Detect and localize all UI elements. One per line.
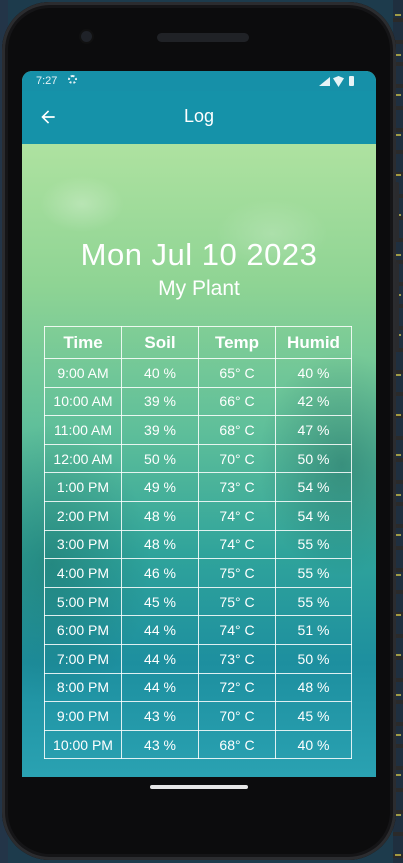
table-header-row: Time Soil Temp Humid <box>44 326 352 359</box>
table-cell: 70° C <box>198 701 276 731</box>
table-cell: 50 % <box>121 443 199 474</box>
table-cell: 54 % <box>275 500 352 531</box>
power-button <box>395 262 399 352</box>
table-cell: 66° C <box>198 386 276 417</box>
background-edge-right <box>393 0 403 863</box>
column-header: Humid <box>275 326 352 359</box>
table-row: 5:00 PM 45 % 75° C 55 % <box>44 586 352 617</box>
table-cell: 65° C <box>198 358 276 388</box>
table-cell: 9:00 AM <box>44 358 122 388</box>
table-row: 6:00 PM 44 % 74° C 51 % <box>44 615 352 645</box>
gear-icon <box>68 75 77 84</box>
table-cell: 39 % <box>121 415 199 445</box>
table-cell: 40 % <box>275 358 352 388</box>
plant-name: My Plant <box>158 277 240 300</box>
table-cell: 46 % <box>121 558 199 588</box>
battery-icon <box>349 76 354 86</box>
table-cell: 55 % <box>275 558 352 588</box>
table-cell: 5:00 PM <box>44 586 122 617</box>
column-header: Soil <box>121 326 199 359</box>
log-table: Time Soil Temp Humid 9:00 AM 40 % 65° C 40 … <box>44 326 352 760</box>
table-cell: 48 % <box>121 529 199 560</box>
table-cell: 9:00 PM <box>44 701 122 731</box>
table-cell: 48 % <box>275 672 352 703</box>
table-cell: 45 % <box>275 701 352 731</box>
table-row: 1:00 PM 49 % 73° C 54 % <box>44 472 352 502</box>
table-cell: 49 % <box>121 472 199 502</box>
table-cell: 1:00 PM <box>44 472 122 502</box>
table-cell: 8:00 PM <box>44 672 122 703</box>
table-cell: 3:00 PM <box>44 529 122 560</box>
table-cell: 74° C <box>198 615 276 645</box>
table-cell: 51 % <box>275 615 352 645</box>
table-cell: 72° C <box>198 672 276 703</box>
column-header: Temp <box>198 326 276 359</box>
table-row: 8:00 PM 44 % 72° C 48 % <box>44 672 352 703</box>
table-cell: 45 % <box>121 586 199 617</box>
table-cell: 11:00 AM <box>44 415 122 445</box>
table-cell: 75° C <box>198 586 276 617</box>
table-row: 3:00 PM 48 % 74° C 55 % <box>44 529 352 560</box>
app-screen: 7:27 Log Mon Jul 10 2023 My Plant Time S… <box>22 71 376 777</box>
signal-icon <box>319 77 330 86</box>
home-gesture-bar[interactable] <box>150 785 248 789</box>
table-row: 10:00 AM 39 % 66° C 42 % <box>44 386 352 417</box>
table-cell: 73° C <box>198 643 276 674</box>
table-cell: 10:00 PM <box>44 729 122 760</box>
table-cell: 39 % <box>121 386 199 417</box>
table-cell: 54 % <box>275 472 352 502</box>
table-row: 10:00 PM 43 % 68° C 40 % <box>44 729 352 760</box>
table-cell: 55 % <box>275 529 352 560</box>
table-cell: 44 % <box>121 672 199 703</box>
table-row: 7:00 PM 44 % 73° C 50 % <box>44 643 352 674</box>
wifi-icon <box>333 76 344 87</box>
table-cell: 70° C <box>198 443 276 474</box>
table-cell: 55 % <box>275 586 352 617</box>
table-row: 9:00 PM 43 % 70° C 45 % <box>44 701 352 731</box>
table-cell: 73° C <box>198 472 276 502</box>
table-cell: 47 % <box>275 415 352 445</box>
table-cell: 68° C <box>198 415 276 445</box>
table-cell: 40 % <box>121 358 199 388</box>
table-row: 4:00 PM 46 % 75° C 55 % <box>44 558 352 588</box>
status-bar: 7:27 <box>22 71 376 91</box>
status-time: 7:27 <box>36 75 58 87</box>
table-cell: 40 % <box>275 729 352 760</box>
table-cell: 74° C <box>198 529 276 560</box>
table-cell: 7:00 PM <box>44 643 122 674</box>
table-cell: 44 % <box>121 643 199 674</box>
app-bar: Log <box>22 91 376 144</box>
table-cell: 43 % <box>121 701 199 731</box>
page-title: Log <box>183 106 215 126</box>
log-date: Mon Jul 10 2023 <box>80 237 318 272</box>
table-cell: 68° C <box>198 729 276 760</box>
table-cell: 6:00 PM <box>44 615 122 645</box>
table-cell: 42 % <box>275 386 352 417</box>
table-row: 2:00 PM 48 % 74° C 54 % <box>44 500 352 531</box>
table-cell: 10:00 AM <box>44 386 122 417</box>
table-row: 11:00 AM 39 % 68° C 47 % <box>44 415 352 445</box>
table-cell: 2:00 PM <box>44 500 122 531</box>
arrow-left-icon[interactable] <box>38 107 58 127</box>
column-header: Time <box>44 326 122 359</box>
table-cell: 44 % <box>121 615 199 645</box>
table-row: 9:00 AM 40 % 65° C 40 % <box>44 358 352 388</box>
volume-button <box>395 182 399 242</box>
table-cell: 12:00 AM <box>44 443 122 474</box>
speaker-grille <box>157 33 249 42</box>
table-cell: 74° C <box>198 500 276 531</box>
log-content: Mon Jul 10 2023 My Plant Time Soil Temp … <box>22 144 376 777</box>
table-cell: 75° C <box>198 558 276 588</box>
table-row: 12:00 AM 50 % 70° C 50 % <box>44 443 352 474</box>
table-cell: 43 % <box>121 729 199 760</box>
navigation-bar <box>22 777 376 807</box>
table-cell: 50 % <box>275 443 352 474</box>
table-cell: 48 % <box>121 500 199 531</box>
camera-icon <box>81 31 92 42</box>
table-cell: 4:00 PM <box>44 558 122 588</box>
table-cell: 50 % <box>275 643 352 674</box>
